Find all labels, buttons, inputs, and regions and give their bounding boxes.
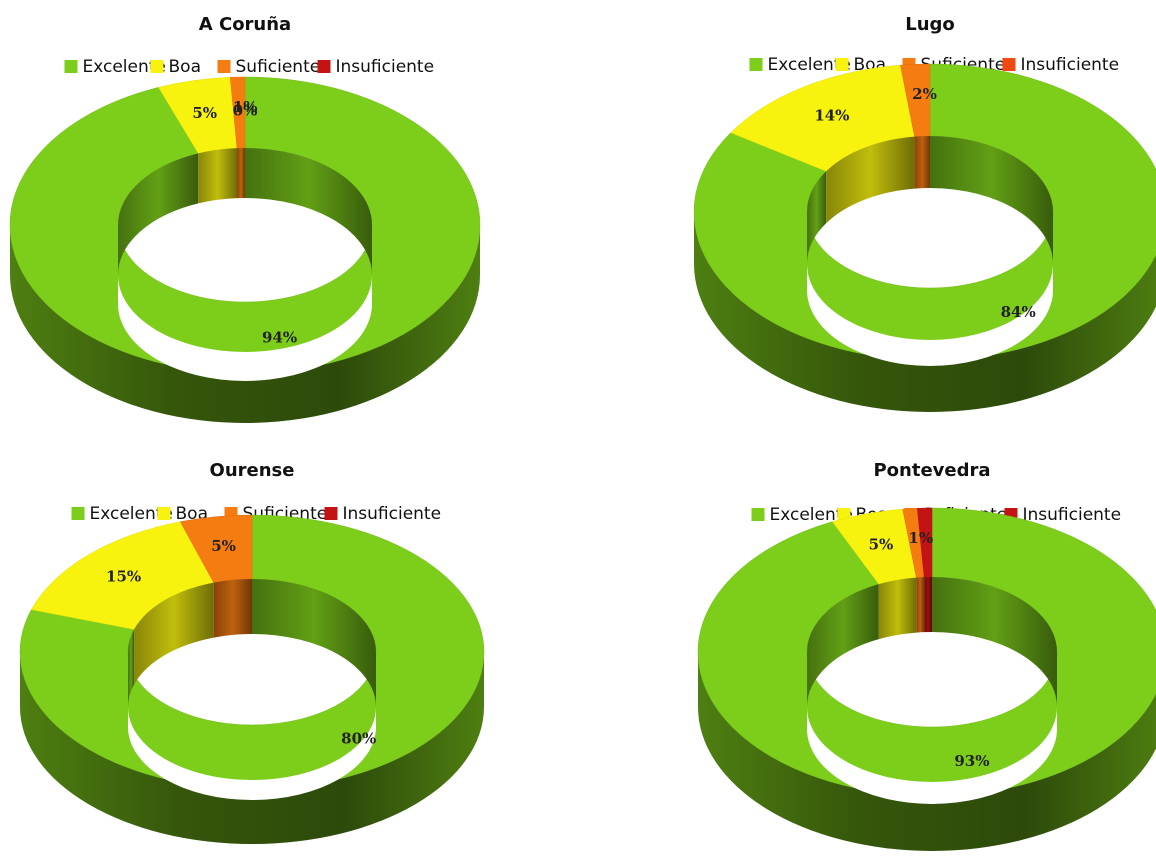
data-label-boa: 5% xyxy=(192,104,217,122)
legend-item-excelente: Excelente xyxy=(751,505,853,525)
donut-hole xyxy=(807,264,1053,366)
slice-inner-wall-excelente xyxy=(932,577,1057,707)
data-label-insuficiente: 0% xyxy=(233,101,258,119)
slice-inner-wall-boa xyxy=(198,148,238,204)
legend-label: Insuficiente xyxy=(343,504,442,524)
slice-inner-wall-excelente xyxy=(807,584,879,707)
slice-inner-wall-boa xyxy=(826,136,915,224)
data-label-excelente: 84% xyxy=(1001,303,1036,321)
legend-swatch xyxy=(324,507,338,520)
legend-swatch xyxy=(751,508,765,521)
legend-label: Suficiente xyxy=(236,57,321,77)
legend-swatch xyxy=(217,60,231,73)
data-label-suficiente: 1% xyxy=(908,529,933,547)
chart-title: Ourense xyxy=(210,460,295,481)
legend-item-excelente: Excelente xyxy=(71,504,173,524)
slice-side-excelente xyxy=(20,652,484,844)
slice-side-excelente xyxy=(698,652,1156,851)
slice-inner-wall-insuficiente xyxy=(924,577,932,633)
legend-label: Insuficiente xyxy=(1023,505,1122,525)
slice-inner-wall-excelente xyxy=(807,171,827,264)
legend-swatch xyxy=(157,507,171,520)
legend-item-excelente: Excelente xyxy=(749,55,851,75)
data-label-suficiente: 1% xyxy=(233,98,258,116)
legend-label: Excelente xyxy=(90,504,173,524)
data-label-boa: 5% xyxy=(869,536,894,554)
slice-inner-wall-excelente xyxy=(128,629,135,707)
legend-label: Insuficiente xyxy=(336,57,435,77)
legend-swatch xyxy=(64,60,78,73)
legend-item-boa: Boa xyxy=(150,57,201,77)
chart-title: A Coruña xyxy=(199,14,291,35)
data-label-boa: 15% xyxy=(106,567,141,585)
legend-label: Boa xyxy=(169,57,201,77)
legend-label: Insuficiente xyxy=(1021,55,1120,75)
legend-label: Excelente xyxy=(768,55,851,75)
legend-item-excelente: Excelente xyxy=(64,57,166,77)
slice-inner-wall-suficiente xyxy=(213,579,252,638)
chart-a-coruna: A Coruña Excelente Boa Suficiente Insuficien… xyxy=(9,14,481,423)
data-label-suficiente: 2% xyxy=(912,85,937,103)
slice-inner-wall-excelente xyxy=(245,148,372,275)
legend-item-insuficiente: Insuficiente xyxy=(317,57,435,77)
legend-item-suficiente: Suficiente xyxy=(217,57,321,77)
chart-pontevedra: PontevedraExcelenteBoaSuficienteInsufici… xyxy=(697,460,1156,851)
chart-title: Lugo xyxy=(905,14,955,35)
legend-swatch xyxy=(71,507,85,520)
legend-item-insuficiente: Insuficiente xyxy=(1002,55,1120,75)
legend-swatch xyxy=(835,58,849,71)
data-label-excelente: 80% xyxy=(341,730,376,748)
slice-inner-wall-excelente xyxy=(118,153,199,275)
slice-excelente xyxy=(9,76,481,374)
slice-inner-wall-boa xyxy=(134,582,214,685)
data-label-excelente: 94% xyxy=(262,329,297,347)
slice-inner-wall-boa xyxy=(878,577,917,640)
slice-inner-wall-suficiente xyxy=(916,577,925,633)
donut-hole xyxy=(807,707,1057,804)
slice-inner-wall-suficiente xyxy=(237,147,245,199)
slice-excelente xyxy=(697,507,1156,797)
data-label-boa: 14% xyxy=(814,107,849,125)
data-label-suficiente: 5% xyxy=(211,537,236,555)
legend-swatch xyxy=(1002,58,1016,71)
donut-hole xyxy=(128,707,376,800)
chart-title: Pontevedra xyxy=(873,460,990,481)
legend-item-insuficiente: Insuficiente xyxy=(324,504,442,524)
slice-side-excelente xyxy=(10,225,480,423)
slice-side-excelente xyxy=(694,212,1156,412)
data-label-excelente: 93% xyxy=(954,752,989,770)
slice-inner-wall-excelente xyxy=(930,136,1053,264)
slice-inner-wall-excelente xyxy=(252,579,376,707)
slice-inner-wall-suficiente xyxy=(914,136,930,189)
legend-swatch xyxy=(317,60,331,73)
legend-swatch xyxy=(150,60,164,73)
legend-label: Excelente xyxy=(83,57,166,77)
donut-hole xyxy=(118,275,372,381)
legend-swatch xyxy=(749,58,763,71)
legend-label: Excelente xyxy=(770,505,853,525)
